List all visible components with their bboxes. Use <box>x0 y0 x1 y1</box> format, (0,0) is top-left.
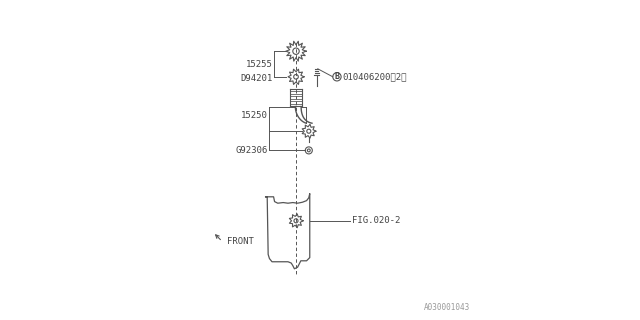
Text: 010406200（2）: 010406200（2） <box>343 72 407 81</box>
Text: FIG.020-2: FIG.020-2 <box>352 216 401 225</box>
Text: FRONT: FRONT <box>227 237 254 246</box>
Text: B: B <box>335 72 339 81</box>
Text: A030001043: A030001043 <box>424 303 470 312</box>
Text: G92306: G92306 <box>236 146 268 155</box>
Text: 15255: 15255 <box>246 60 273 68</box>
Text: D94201: D94201 <box>241 74 273 83</box>
Text: 15250: 15250 <box>241 111 268 120</box>
